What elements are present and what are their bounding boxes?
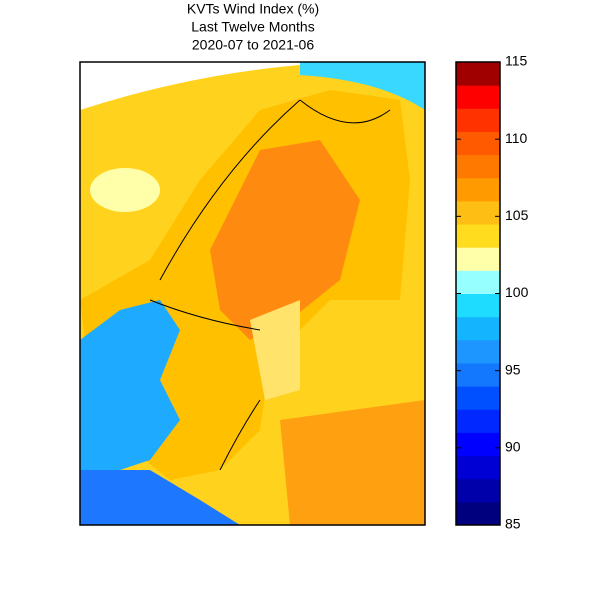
color-band (456, 432, 500, 457)
color-band (456, 154, 500, 179)
tick-label: 90 (505, 439, 521, 455)
color-band (456, 108, 500, 132)
color-band (456, 455, 500, 480)
color-band (456, 85, 500, 109)
south-sea (80, 470, 240, 525)
title-line: Last Twelve Months (191, 19, 314, 35)
gulf (250, 300, 300, 400)
tick-label: 85 (505, 516, 521, 532)
color-band (456, 339, 500, 364)
mountain-high (210, 140, 360, 340)
color-band (456, 247, 500, 271)
low-wind-patch (90, 168, 160, 212)
color-band (456, 62, 500, 86)
color-band (456, 362, 500, 387)
color-band (456, 478, 500, 503)
baltics (280, 400, 425, 525)
tick-label: 100 (505, 284, 529, 300)
coastline (149, 99, 391, 471)
color-band (456, 131, 500, 156)
tick-label: 95 (505, 361, 521, 377)
norway-coast (80, 300, 180, 470)
color-band (456, 501, 500, 526)
map (79, 61, 426, 526)
tick-label: 115 (505, 53, 528, 69)
color-band (456, 316, 500, 341)
color-band (456, 224, 500, 248)
map-frame (79, 61, 426, 526)
title-line: KVTs Wind Index (%) (187, 1, 319, 17)
arctic-coast (300, 62, 425, 110)
tick-label: 105 (505, 207, 529, 223)
title-line: 2020-07 to 2021-06 (192, 37, 314, 53)
color-band (456, 270, 500, 294)
color-band (456, 409, 500, 433)
color-band (456, 386, 500, 410)
color-band (456, 293, 500, 318)
color-band (456, 177, 500, 202)
tick-label: 110 (505, 130, 528, 146)
color-band (456, 200, 500, 225)
